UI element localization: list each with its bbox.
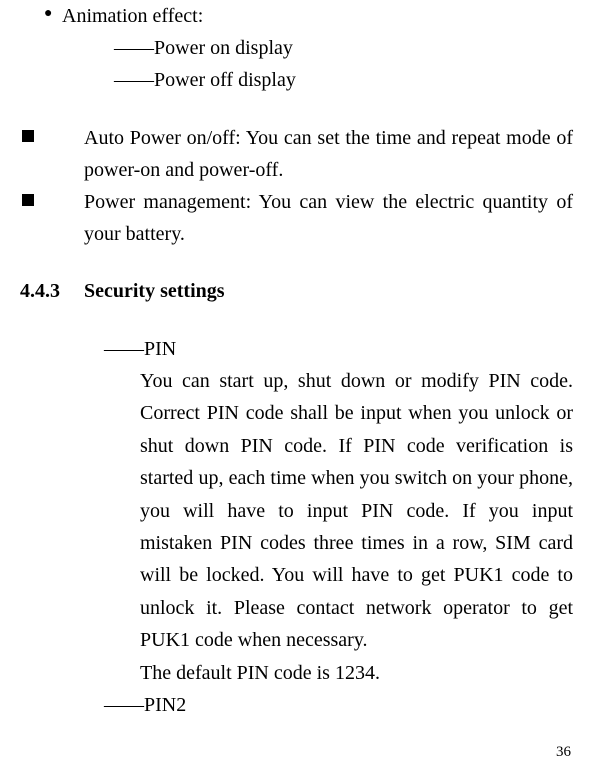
heading-number: 4.4.3	[20, 280, 84, 303]
dash-prefix: ――	[104, 338, 144, 360]
power-management-text: Power management: You can view the elect…	[62, 186, 573, 250]
power-on-display: Power on display	[154, 37, 293, 59]
heading-title: Security settings	[84, 280, 225, 303]
square-bullet	[20, 122, 62, 147]
pin-title: PIN	[144, 338, 176, 360]
dash-prefix: ――	[104, 694, 144, 716]
page-number: 36	[556, 744, 571, 761]
square-bullet	[20, 186, 62, 211]
power-off-display: Power off display	[154, 69, 296, 91]
dash-prefix: ――	[114, 69, 154, 91]
dash-prefix: ――	[114, 37, 154, 59]
pin-body-text: You can start up, shut down or modify PI…	[20, 365, 573, 657]
animation-effect-label: Animation effect:	[62, 0, 573, 32]
auto-power-text: Auto Power on/off: You can set the time …	[62, 122, 573, 186]
round-bullet: ●	[20, 0, 62, 22]
pin-default-line: The default PIN code is 1234.	[20, 657, 573, 689]
pin2-title: PIN2	[144, 694, 186, 716]
